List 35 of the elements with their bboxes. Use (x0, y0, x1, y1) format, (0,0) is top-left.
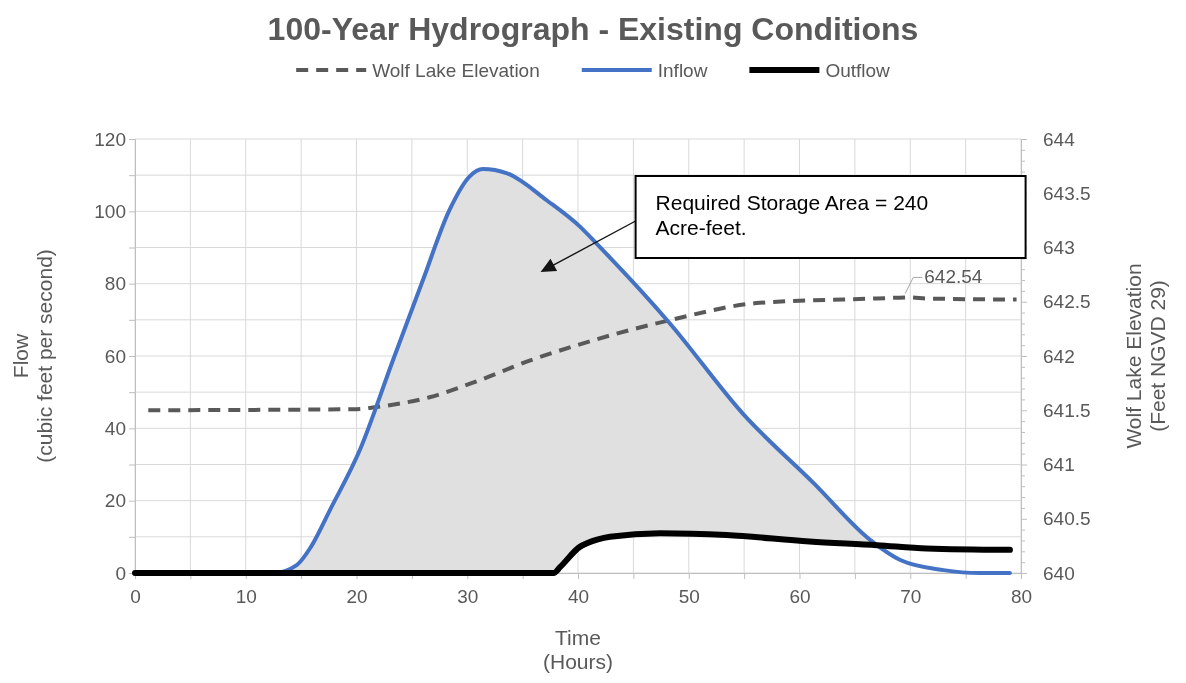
annotation: Required Storage Area = 240 Acre-feet. (655, 191, 929, 240)
y2-tick-label: 644 (1043, 128, 1076, 150)
x-tick-label: 0 (130, 585, 141, 607)
x-tick-label: 60 (789, 585, 811, 607)
x-axis-title: Time (Hours) (542, 626, 614, 674)
x-tick-label: 30 (457, 585, 479, 607)
y2-tick-label: 640.5 (1043, 508, 1091, 530)
y2-tick-label: 642 (1043, 345, 1075, 367)
y-tick-label: 80 (104, 273, 126, 295)
y-axis-title: Flow (cubic feet per second) (9, 249, 57, 463)
y2-tick-label: 640 (1043, 562, 1075, 584)
x-tick-label: 40 (567, 585, 590, 607)
data-label: 642.54 (924, 266, 983, 288)
legend-label: Inflow (657, 60, 708, 81)
x-tick-label: 80 (1010, 585, 1033, 607)
y2-axis-title: Wolf Lake Elevation (Feet NGVD 29) (1122, 263, 1170, 449)
legend-label: Wolf Lake Elevation (372, 60, 540, 81)
x-tick-label: 70 (900, 585, 922, 607)
x-tick-label: 10 (235, 585, 257, 607)
y2-tick-label: 643.5 (1043, 182, 1091, 204)
chart-title: 100-Year Hydrograph - Existing Conditions (267, 11, 919, 47)
legend-label: Outflow (825, 60, 891, 81)
x-tick-label: 50 (678, 585, 700, 607)
line-series (146, 295, 1019, 413)
y2-tick-label: 641.5 (1043, 399, 1091, 421)
y2-tick-label: 643 (1043, 237, 1075, 259)
y-tick-label: 120 (94, 128, 126, 150)
x-tick-label: 20 (346, 585, 368, 607)
y-tick-label: 20 (104, 490, 126, 512)
y-tick-label: 60 (104, 345, 126, 367)
y2-tick-label: 641 (1043, 454, 1075, 476)
y2-tick-label: 642.5 (1043, 291, 1091, 313)
y-tick-label: 40 (104, 417, 126, 439)
y-tick-label: 0 (115, 562, 126, 584)
y-tick-label: 100 (94, 200, 126, 222)
